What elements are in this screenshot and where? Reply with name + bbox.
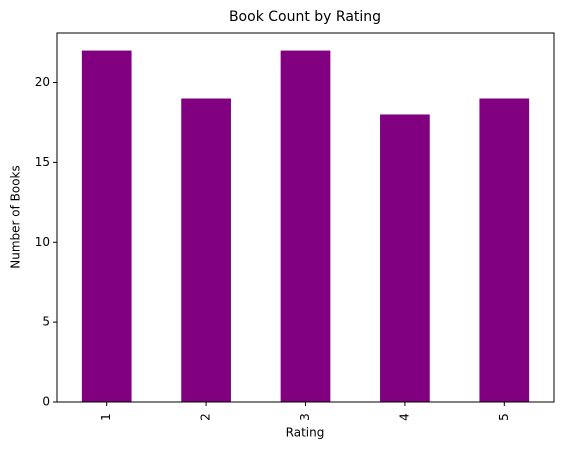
x-tick-label: 5 bbox=[497, 413, 511, 421]
y-tick-label: 10 bbox=[35, 235, 50, 249]
bar bbox=[479, 98, 530, 403]
bar bbox=[380, 114, 430, 402]
x-tick-label: 3 bbox=[298, 413, 312, 421]
plot-frame bbox=[56, 32, 555, 403]
bar bbox=[280, 50, 331, 402]
chart-title: Book Count by Rating bbox=[229, 9, 381, 25]
y-tick-label: 20 bbox=[35, 75, 50, 89]
y-tick-label: 15 bbox=[35, 155, 50, 169]
bar bbox=[81, 50, 132, 402]
x-tick-label: 2 bbox=[199, 413, 213, 421]
bar bbox=[181, 98, 231, 403]
y-tick-label: 0 bbox=[42, 395, 50, 409]
x-tick-label: 4 bbox=[397, 413, 411, 421]
x-axis-label: Rating bbox=[286, 426, 325, 440]
x-tick-label: 1 bbox=[99, 413, 113, 421]
y-axis-label: Number of Books bbox=[9, 165, 23, 269]
y-tick-label: 5 bbox=[42, 315, 50, 329]
